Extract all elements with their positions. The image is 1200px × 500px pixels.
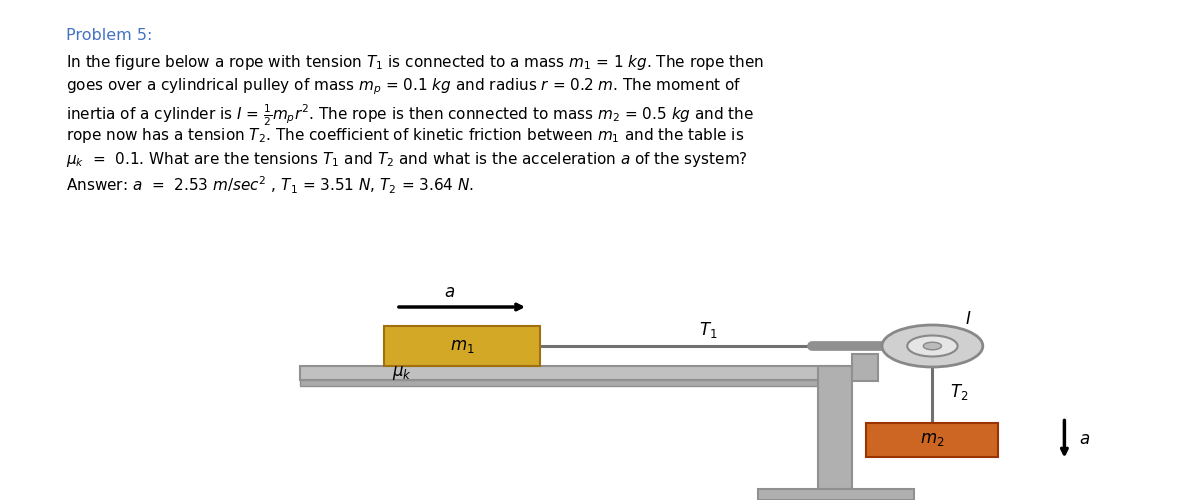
Text: $a$: $a$ — [444, 283, 456, 301]
Circle shape — [907, 336, 958, 356]
Bar — [758, 489, 914, 500]
Circle shape — [923, 342, 942, 350]
Bar — [866, 422, 998, 456]
Text: $a$: $a$ — [1079, 430, 1090, 448]
Bar — [852, 354, 878, 381]
Text: $T_2$: $T_2$ — [950, 382, 968, 402]
Text: $m_2$: $m_2$ — [920, 430, 944, 448]
Text: In the figure below a rope with tension $T_1$ is connected to a mass $m_1$ = 1 $: In the figure below a rope with tension … — [66, 52, 764, 72]
Bar — [818, 366, 852, 500]
Text: goes over a cylindrical pulley of mass $m_p$ = 0.1 $kg$ and radius $r$ = 0.2 $m$: goes over a cylindrical pulley of mass $… — [66, 76, 742, 96]
Text: $\mu_k$: $\mu_k$ — [392, 364, 412, 382]
Text: inertia of a cylinder is $I$ = $\frac{1}{2}$$m_p r^2$. The rope is then connecte: inertia of a cylinder is $I$ = $\frac{1}… — [66, 102, 755, 128]
Bar — [300, 380, 840, 386]
Bar — [300, 366, 840, 380]
Text: $I$: $I$ — [965, 310, 972, 328]
Circle shape — [882, 325, 983, 367]
Text: Answer: $a$  =  2.53 $m/sec^2$ , $T_1$ = 3.51 $N$, $T_2$ = 3.64 $N$.: Answer: $a$ = 2.53 $m/sec^2$ , $T_1$ = 3… — [66, 175, 474, 197]
Text: Problem 5:: Problem 5: — [66, 28, 152, 42]
Text: $m_1$: $m_1$ — [450, 337, 474, 355]
Bar — [384, 326, 540, 366]
Text: $\mu_k$  =  0.1. What are the tensions $T_1$ and $T_2$ and what is the accelerat: $\mu_k$ = 0.1. What are the tensions $T_… — [66, 150, 748, 169]
Text: $T_1$: $T_1$ — [698, 320, 718, 340]
Text: rope now has a tension $T_2$. The coefficient of kinetic friction between $m_1$ : rope now has a tension $T_2$. The coeffi… — [66, 126, 744, 145]
